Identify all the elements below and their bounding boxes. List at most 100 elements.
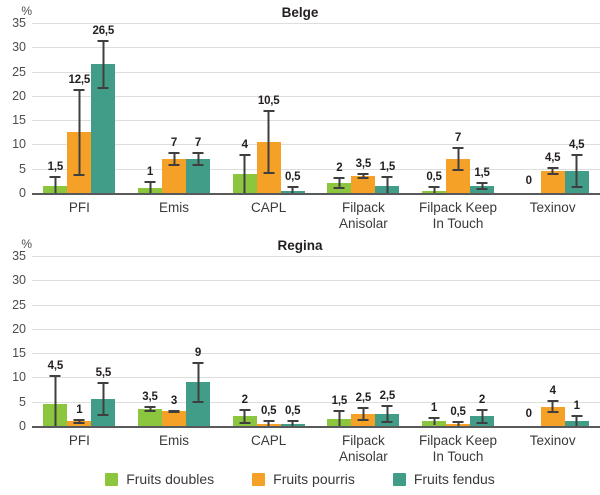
error-bar: [476, 408, 488, 425]
error-bar-cap-top: [452, 421, 464, 424]
error-bar: [73, 88, 85, 176]
error-bar-line: [433, 417, 436, 426]
bar-cell: 3,5: [138, 256, 162, 426]
bar-cell: 7: [446, 23, 471, 193]
y-tick-label: 15: [12, 113, 26, 128]
error-bar-line: [78, 418, 81, 424]
gridline: [32, 377, 600, 379]
value-label: 1: [430, 402, 438, 415]
error-bar-cap-top: [547, 400, 559, 403]
gridline: [32, 280, 600, 282]
value-label: 3,5: [355, 157, 372, 170]
value-label: 7: [454, 131, 462, 144]
error-bar: [547, 400, 559, 413]
bar-cell: 0: [517, 256, 541, 426]
y-tick-label: 25: [12, 297, 26, 312]
x-category-label: Texinov: [529, 433, 576, 448]
bar-cell: 0,5: [280, 23, 305, 193]
error-bar-cap-bottom: [547, 410, 559, 413]
chart-regina: % Regina 0 5 10 15 20 25 30 35 4,5 1 5,5 3,5 3 9 2 0,5 0,5…: [0, 236, 600, 468]
error-bar: [97, 40, 109, 89]
error-bar-line: [457, 421, 460, 426]
value-label: 9: [194, 346, 202, 359]
error-bar-cap-top: [192, 151, 204, 154]
value-label: 5,5: [95, 367, 112, 380]
legend: Fruits doubles Fruits pourris Fruits fendu…: [0, 468, 600, 490]
error-bar: [263, 110, 275, 174]
error-bar-cap-bottom: [333, 187, 345, 190]
legend-item: Fruits fendus: [392, 471, 495, 487]
error-bar: [476, 181, 488, 190]
error-bar-line: [338, 410, 341, 426]
error-bar: [547, 167, 559, 176]
bar-cell: 7: [162, 23, 186, 193]
gridline: [32, 144, 600, 146]
error-bar-line: [267, 420, 270, 426]
error-bar: [333, 410, 345, 426]
error-bar-cap-bottom: [168, 410, 180, 413]
error-bar-cap-bottom: [452, 169, 464, 172]
error-bar: [239, 409, 251, 424]
error-bar: [168, 409, 180, 413]
error-bar-line: [149, 405, 151, 413]
x-category-label: Texinov: [529, 200, 576, 215]
gridline: [32, 95, 600, 97]
legend-label: Fruits fendus: [413, 471, 495, 487]
y-axis: 0 5 10 15 20 25 30 35: [0, 16, 32, 200]
y-tick-label: 25: [12, 64, 26, 79]
y-tick-label: 10: [12, 370, 26, 385]
value-label: 4,5: [544, 152, 561, 165]
bar-group: 4 10,5 0,5: [221, 23, 316, 193]
error-bar-line: [338, 177, 341, 190]
error-bar-cap-bottom: [357, 177, 369, 180]
bar-cell: 1,5: [470, 23, 495, 193]
gridline: [32, 23, 600, 24]
error-bar-cap-top: [571, 415, 583, 418]
value-label: 0: [525, 408, 532, 420]
bar-cell: 0: [517, 23, 541, 193]
y-tick-label: 0: [19, 186, 26, 200]
y-axis: 0 5 10 15 20 25 30 35: [0, 249, 32, 433]
bar-cell: 5,5: [91, 256, 116, 426]
error-bar-line: [291, 185, 294, 193]
error-bar-cap-bottom: [97, 414, 109, 417]
chart-title: Regina: [277, 238, 323, 253]
error-bar-cap-bottom: [73, 421, 85, 424]
bar-group: 1 0,5 2: [411, 256, 506, 426]
bar: [540, 406, 565, 426]
plot-area: 1,5 12,5 26,5 1 7 7 4 10,5 0,5 2 3,5 1,5 0,5 7 1,5 0 4,5…: [32, 23, 600, 195]
y-axis-unit-label: %: [21, 237, 32, 251]
bar-cell: 1,5: [43, 23, 68, 193]
bar-cell: 0,5: [256, 256, 281, 426]
value-label: 0,5: [426, 170, 442, 183]
error-bar-cap-top: [97, 40, 109, 43]
error-bar-cap-top: [97, 382, 109, 385]
error-bar-cap-bottom: [192, 164, 204, 167]
error-bar-cap-bottom: [571, 186, 583, 189]
gridline: [32, 256, 600, 257]
bars-layer: 1,5 12,5 26,5 1 7 7 4 10,5 0,5 2 3,5 1,5 0,5 7 1,5 0 4,5…: [32, 23, 600, 193]
bar-cell: 12,5: [67, 23, 92, 193]
bar: [67, 421, 92, 426]
error-bar-cap-top: [381, 176, 393, 178]
x-category-label: PFI: [68, 433, 90, 448]
value-label: 4: [549, 385, 556, 398]
bar-group: 0 4 1: [505, 256, 600, 426]
legend-item: Fruits pourris: [252, 471, 355, 487]
error-bar-line: [481, 181, 484, 190]
error-bar-line: [481, 408, 484, 425]
error-bar-line: [102, 382, 105, 417]
value-label: 0: [525, 175, 532, 187]
error-bar: [192, 361, 204, 403]
value-label: 1,5: [379, 161, 396, 173]
bar-group: 0 4,5 4,5: [505, 23, 600, 193]
y-tick-label: 35: [12, 16, 26, 30]
error-bar-line: [433, 185, 436, 193]
error-bar-line: [243, 154, 246, 193]
legend-swatch: [105, 472, 119, 486]
value-label: 1: [76, 403, 83, 416]
value-label: 26,5: [92, 25, 115, 37]
bar-cell: 1: [564, 256, 589, 426]
bar-group: 1 7 7: [127, 23, 222, 193]
chart-title: Belge: [281, 5, 319, 20]
